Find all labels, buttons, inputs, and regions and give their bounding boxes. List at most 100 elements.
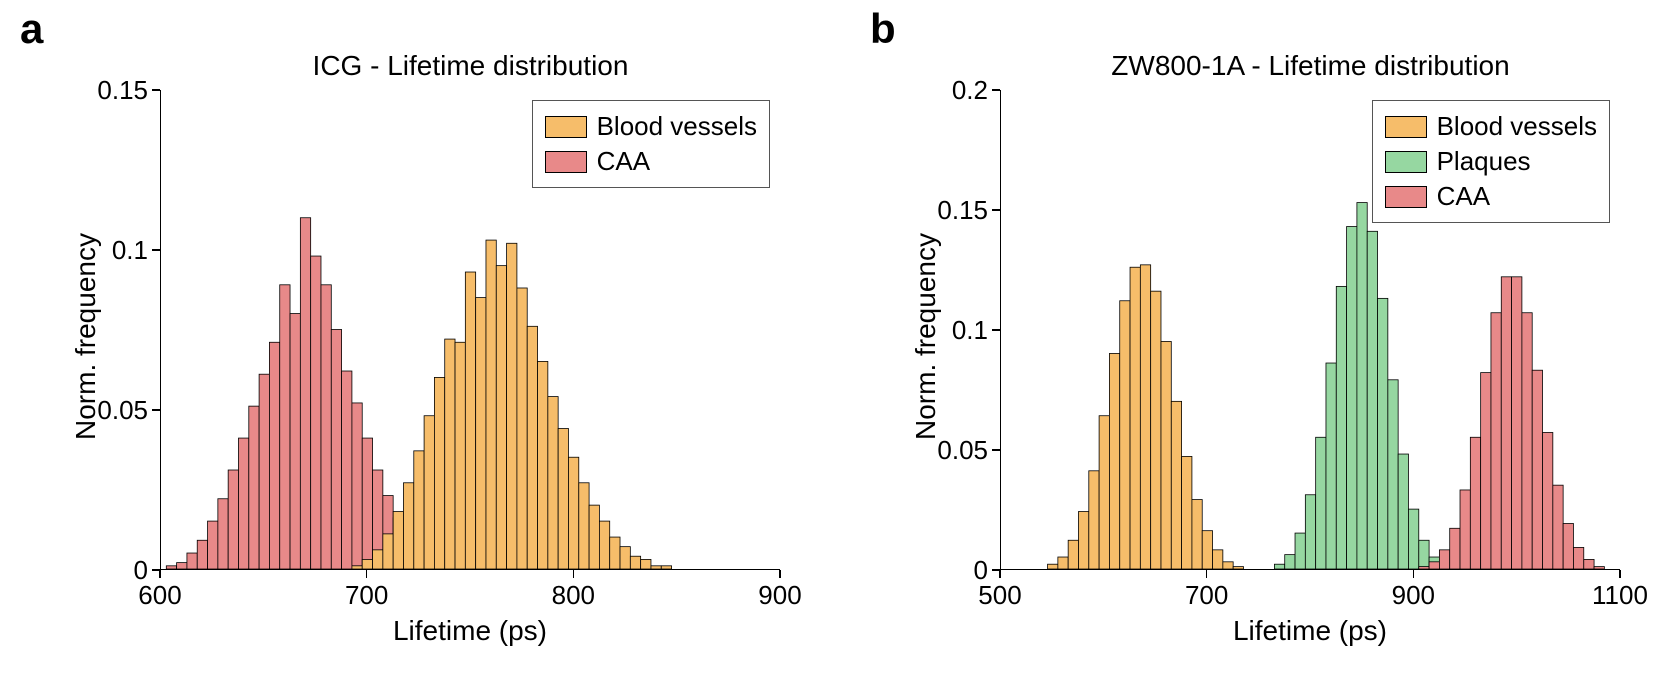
histogram-bar [1460, 490, 1470, 569]
histogram-bar [1470, 437, 1480, 569]
histogram-bar [218, 499, 228, 569]
histogram-bar [1151, 291, 1161, 569]
histogram-bar [1553, 485, 1563, 569]
histogram-bar [1573, 547, 1583, 569]
legend-label: CAA [597, 146, 650, 177]
histogram-bar [1223, 562, 1233, 569]
histogram-bar [1130, 267, 1140, 569]
histogram-bar [1171, 401, 1181, 569]
ytick-mark [152, 249, 160, 251]
legend-label: Blood vessels [1437, 111, 1597, 142]
legend-swatch [1385, 116, 1427, 138]
histogram-bar [197, 540, 207, 569]
ytick-label: 0.1 [952, 315, 988, 346]
histogram-bar [1543, 432, 1553, 569]
histogram-bar [1408, 509, 1418, 569]
histogram-bar [1398, 454, 1408, 569]
histogram-bar [1089, 471, 1099, 569]
legend-row: Blood vessels [545, 109, 757, 144]
ytick-label: 0.2 [952, 75, 988, 106]
histogram-bar [496, 266, 506, 569]
histogram-bar [1058, 557, 1068, 569]
histogram-bar [1326, 363, 1336, 569]
xtick-label: 900 [750, 580, 810, 611]
histogram-bar [1120, 301, 1130, 569]
histogram-bar [300, 218, 310, 569]
histogram-bar [641, 559, 651, 569]
histogram-bar [599, 521, 609, 569]
histogram-bar [249, 406, 259, 569]
chart-title-b: ZW800-1A - Lifetime distribution [1001, 50, 1620, 82]
ytick-mark [992, 449, 1000, 451]
histogram-bar [538, 361, 548, 569]
histogram-bar [548, 397, 558, 569]
histogram-bar [424, 416, 434, 569]
histogram-bar [1295, 533, 1305, 569]
histogram-bar [331, 330, 341, 570]
xtick-mark [779, 570, 781, 578]
histogram-bar [166, 566, 176, 569]
histogram-bar [1501, 277, 1511, 569]
histogram-bar [321, 285, 331, 569]
histogram-bar [476, 298, 486, 569]
histogram-bar [280, 285, 290, 569]
xlabel-b: Lifetime (ps) [1000, 615, 1620, 647]
histogram-bar [352, 403, 362, 569]
xtick-mark [1413, 570, 1415, 578]
histogram-bar [1099, 416, 1109, 569]
histogram-bar [269, 342, 279, 569]
histogram-bar [1419, 540, 1429, 569]
histogram-bar [1367, 231, 1377, 569]
legend-label: Blood vessels [597, 111, 757, 142]
histogram-bar [373, 550, 383, 569]
histogram-bar [1419, 567, 1429, 569]
ytick-mark [992, 329, 1000, 331]
histogram-bar [620, 547, 630, 569]
histogram-bar [1357, 203, 1367, 569]
histogram-bar [1439, 550, 1449, 569]
histogram-bar [1481, 373, 1491, 569]
histogram-bar [342, 371, 352, 569]
histogram-bar [1213, 550, 1223, 569]
chart-title-a: ICG - Lifetime distribution [161, 50, 780, 82]
legend-a: Blood vessels CAA [532, 100, 770, 188]
histogram-bar [311, 256, 321, 569]
histogram-bar [1109, 353, 1119, 569]
xtick-label: 1100 [1590, 580, 1650, 611]
histogram-bar [393, 512, 403, 569]
histogram-bar [1522, 313, 1532, 569]
legend-row: CAA [545, 144, 757, 179]
histogram-bar [1563, 523, 1573, 569]
histogram-bar [1532, 370, 1542, 569]
histogram-bar [1182, 456, 1192, 569]
histogram-bar [1202, 531, 1212, 569]
xtick-mark [999, 570, 1001, 578]
histogram-bar [1347, 227, 1357, 569]
histogram-bar [558, 428, 568, 569]
histogram-bar [352, 566, 362, 569]
histogram-bar [403, 483, 413, 569]
histogram-bar [362, 438, 372, 569]
histogram-bar [1140, 265, 1150, 569]
histogram-bar [208, 521, 218, 569]
histogram-bar [1491, 313, 1501, 569]
ytick-mark [152, 409, 160, 411]
legend-label: CAA [1437, 181, 1490, 212]
histogram-bar [1078, 512, 1088, 569]
ytick-mark [152, 89, 160, 91]
xtick-label: 700 [337, 580, 397, 611]
histogram-bar [290, 314, 300, 569]
plot-area-b: ZW800-1A - Lifetime distribution Blood v… [1000, 90, 1620, 570]
panel-label-b: b [870, 5, 896, 53]
histogram-bar [465, 272, 475, 569]
histogram-bar [1336, 286, 1346, 569]
histogram-bar [362, 559, 372, 569]
histogram-bar [1584, 559, 1594, 569]
xtick-label: 700 [1177, 580, 1237, 611]
ytick-label: 0.05 [97, 395, 148, 426]
legend-label: Plaques [1437, 146, 1531, 177]
legend-swatch [545, 151, 587, 173]
ytick-mark [992, 569, 1000, 571]
histogram-bar [1388, 380, 1398, 569]
histogram-bar [1161, 341, 1171, 569]
